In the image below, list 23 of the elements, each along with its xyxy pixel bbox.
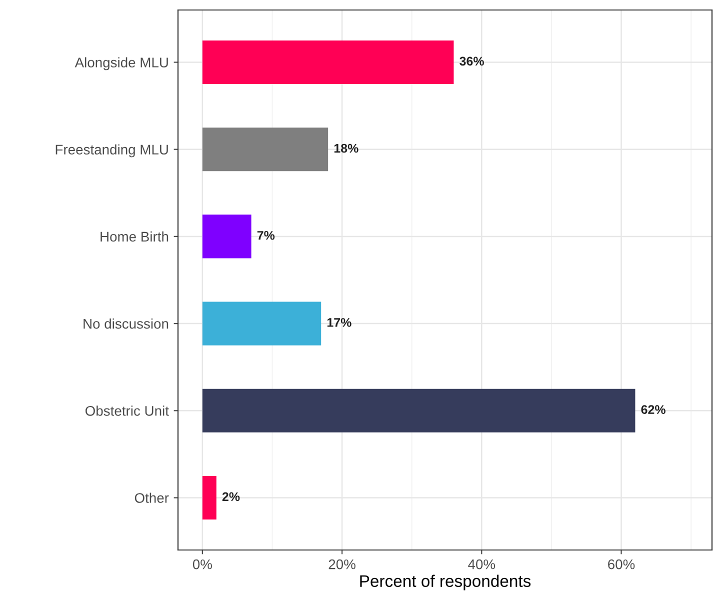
x-tick-label: 40%: [468, 559, 496, 570]
x-tick-label: 20%: [328, 559, 356, 570]
data-label: 2%: [222, 492, 240, 502]
y-tick-label: Freestanding MLU: [56, 144, 168, 158]
data-label: 36%: [460, 56, 484, 66]
bar: [202, 476, 216, 520]
data-label: 17%: [327, 318, 352, 327]
y-tick-label: Obstetric Unit: [86, 406, 169, 416]
data-label: 62%: [641, 405, 666, 414]
bar: [202, 128, 328, 172]
bar: [202, 388, 636, 432]
data-label: 7%: [257, 230, 275, 240]
y-tick-label: No discussion: [84, 318, 168, 329]
bar: [202, 40, 454, 84]
x-axis-title: Percent of respondents: [360, 574, 531, 590]
x-tick-label: 60%: [608, 559, 635, 570]
data-label: 18%: [334, 144, 358, 153]
y-tick-label: Home Birth: [100, 231, 168, 242]
bar: [202, 214, 252, 258]
bar: [202, 302, 322, 346]
x-tick-label: 0%: [192, 559, 212, 570]
y-tick-label: Alongside MLU: [74, 57, 168, 70]
y-tick-label: Other: [134, 492, 169, 503]
